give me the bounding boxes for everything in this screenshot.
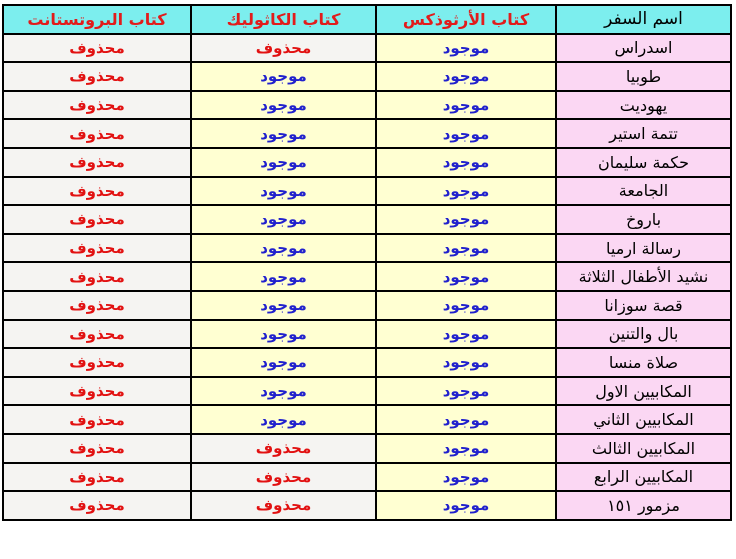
book-name-cell: الجامعة [555, 175, 732, 207]
column-header-catholic: كتاب الكاثوليك [190, 4, 377, 35]
book-name-cell: المكابيين الثالث [555, 432, 732, 464]
catholic-status-cell: موجود [190, 347, 377, 378]
orthodox-status-cell: موجود [375, 89, 557, 121]
orthodox-status-cell: موجود [375, 375, 557, 407]
column-header-book-name: اسم السفر [555, 4, 732, 35]
protestant-status-cell: محذوف [2, 432, 192, 464]
orthodox-status-cell: موجود [375, 289, 557, 321]
protestant-status-cell: محذوف [2, 347, 192, 378]
table-row: مزمور ١٥١ موجود محذوف محذوف [2, 490, 732, 521]
protestant-status-cell: محذوف [2, 232, 192, 264]
table-row: المكابيين الرابع موجود محذوف محذوف [2, 461, 732, 493]
book-name-cell: نشيد الأطفال الثلاثة [555, 261, 732, 292]
book-name-cell: مزمور ١٥١ [555, 490, 732, 521]
table-row: الجامعة موجود موجود محذوف [2, 175, 732, 207]
table-row: طوبيا موجود موجود محذوف [2, 61, 732, 92]
table-row: قصة سوزانا موجود موجود محذوف [2, 289, 732, 321]
catholic-status-cell: موجود [190, 232, 377, 264]
table-row: صلاة منسا موجود موجود محذوف [2, 347, 732, 378]
catholic-status-cell: موجود [190, 118, 377, 149]
catholic-status-cell: موجود [190, 261, 377, 292]
orthodox-status-cell: موجود [375, 318, 557, 350]
catholic-status-cell: محذوف [190, 32, 377, 64]
catholic-status-cell: محذوف [190, 461, 377, 493]
table-row: حكمة سليمان موجود موجود محذوف [2, 146, 732, 178]
table-row: اسدراس موجود محذوف محذوف [2, 32, 732, 64]
protestant-status-cell: محذوف [2, 375, 192, 407]
protestant-status-cell: محذوف [2, 146, 192, 178]
orthodox-status-cell: موجود [375, 204, 557, 235]
book-name-cell: صلاة منسا [555, 347, 732, 378]
table-row: المكابيين الاول موجود موجود محذوف [2, 375, 732, 407]
book-name-cell: المكابيين الاول [555, 375, 732, 407]
catholic-status-cell: محذوف [190, 490, 377, 521]
protestant-status-cell: محذوف [2, 318, 192, 350]
column-header-protestant: كتاب البروتستانت [2, 4, 192, 35]
catholic-status-cell: موجود [190, 318, 377, 350]
book-name-cell: باروخ [555, 204, 732, 235]
header-row: اسم السفر كتاب الأرثوذكس كتاب الكاثوليك … [2, 4, 732, 35]
table-row: تتمة استير موجود موجود محذوف [2, 118, 732, 149]
orthodox-status-cell: موجود [375, 118, 557, 149]
catholic-status-cell: موجود [190, 375, 377, 407]
book-name-cell: طوبيا [555, 61, 732, 92]
orthodox-status-cell: موجود [375, 347, 557, 378]
protestant-status-cell: محذوف [2, 404, 192, 435]
catholic-status-cell: موجود [190, 89, 377, 121]
catholic-status-cell: موجود [190, 175, 377, 207]
book-name-cell: قصة سوزانا [555, 289, 732, 321]
protestant-status-cell: محذوف [2, 461, 192, 493]
book-name-cell: حكمة سليمان [555, 146, 732, 178]
table-row: المكابيين الثاني موجود موجود محذوف [2, 404, 732, 435]
protestant-status-cell: محذوف [2, 118, 192, 149]
orthodox-status-cell: موجود [375, 404, 557, 435]
orthodox-status-cell: موجود [375, 146, 557, 178]
protestant-status-cell: محذوف [2, 89, 192, 121]
catholic-status-cell: موجود [190, 204, 377, 235]
book-name-cell: تتمة استير [555, 118, 732, 149]
table-row: رسالة ارميا موجود موجود محذوف [2, 232, 732, 264]
book-name-cell: اسدراس [555, 32, 732, 64]
protestant-status-cell: محذوف [2, 490, 192, 521]
book-name-cell: يهوديت [555, 89, 732, 121]
orthodox-status-cell: موجود [375, 232, 557, 264]
books-comparison-table: اسم السفر كتاب الأرثوذكس كتاب الكاثوليك … [2, 4, 732, 521]
orthodox-status-cell: موجود [375, 432, 557, 464]
catholic-status-cell: محذوف [190, 432, 377, 464]
orthodox-status-cell: موجود [375, 61, 557, 92]
catholic-status-cell: موجود [190, 404, 377, 435]
orthodox-status-cell: موجود [375, 32, 557, 64]
orthodox-status-cell: موجود [375, 461, 557, 493]
table-row: باروخ موجود موجود محذوف [2, 204, 732, 235]
book-name-cell: بال والتنين [555, 318, 732, 350]
book-name-cell: المكابيين الثاني [555, 404, 732, 435]
orthodox-status-cell: موجود [375, 175, 557, 207]
catholic-status-cell: موجود [190, 146, 377, 178]
catholic-status-cell: موجود [190, 289, 377, 321]
orthodox-status-cell: موجود [375, 261, 557, 292]
book-name-cell: المكابيين الرابع [555, 461, 732, 493]
table-row: نشيد الأطفال الثلاثة موجود موجود محذوف [2, 261, 732, 292]
table-row: يهوديت موجود موجود محذوف [2, 89, 732, 121]
orthodox-status-cell: موجود [375, 490, 557, 521]
protestant-status-cell: محذوف [2, 175, 192, 207]
column-header-orthodox: كتاب الأرثوذكس [375, 4, 557, 35]
book-name-cell: رسالة ارميا [555, 232, 732, 264]
protestant-status-cell: محذوف [2, 261, 192, 292]
protestant-status-cell: محذوف [2, 32, 192, 64]
table-row: المكابيين الثالث موجود محذوف محذوف [2, 432, 732, 464]
protestant-status-cell: محذوف [2, 204, 192, 235]
catholic-status-cell: موجود [190, 61, 377, 92]
protestant-status-cell: محذوف [2, 289, 192, 321]
protestant-status-cell: محذوف [2, 61, 192, 92]
table-row: بال والتنين موجود موجود محذوف [2, 318, 732, 350]
